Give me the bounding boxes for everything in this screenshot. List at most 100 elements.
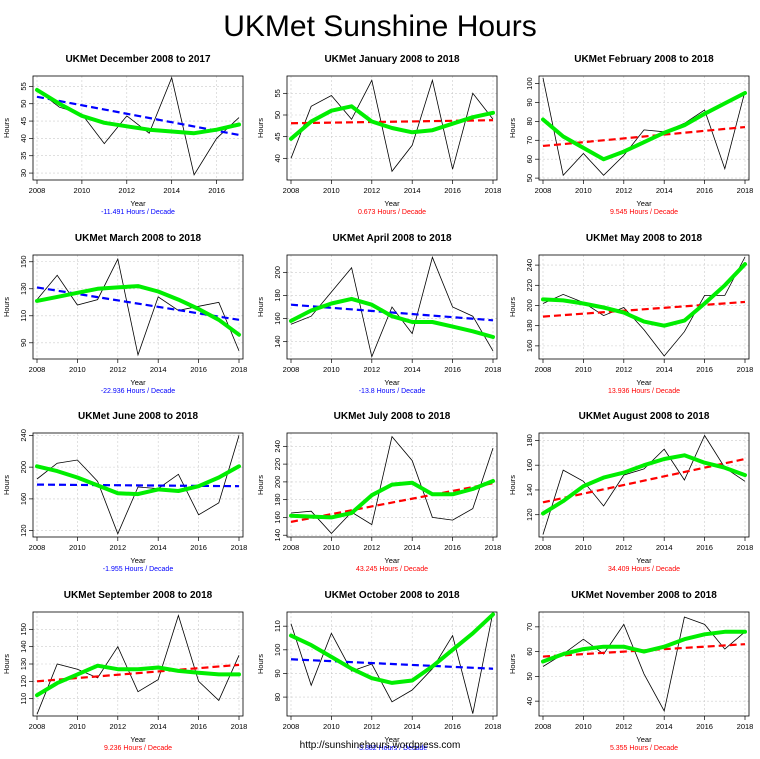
y-axis-label: Hours <box>2 297 11 317</box>
smoothed-line <box>289 612 495 685</box>
x-tick-label: 2008 <box>535 722 552 731</box>
y-tick-label: 60 <box>525 155 534 163</box>
y-tick-label: 180 <box>525 319 534 332</box>
x-tick-label: 2016 <box>444 186 461 195</box>
chart-panel: UKMet April 2008 to 2018 2008 2010 2012 2014… <box>256 233 501 395</box>
x-tick-label: 2016 <box>696 543 713 552</box>
x-tick-label: 2016 <box>696 722 713 731</box>
y-tick-label: 140 <box>273 529 282 542</box>
y-tick-label: 100 <box>525 77 534 90</box>
y-axis-label: Hours <box>508 654 517 674</box>
trend-label: 13.936 Hours / Decade <box>608 388 680 395</box>
y-tick-label: 110 <box>19 310 28 322</box>
y-tick-label: 140 <box>525 484 534 497</box>
plot-series <box>289 78 495 173</box>
y-axis-label: Hours <box>2 654 11 674</box>
y-tick-label: 220 <box>525 279 534 292</box>
x-tick-label: 2008 <box>283 543 300 552</box>
chart-title: UKMet March 2008 to 2018 <box>75 233 202 244</box>
x-tick-label: 2016 <box>696 186 713 195</box>
y-axis-label: Hours <box>508 475 517 495</box>
y-tick-label: 50 <box>19 100 28 108</box>
smoothed-line <box>35 284 241 337</box>
plot-series <box>35 257 241 357</box>
series-line-hours <box>290 435 494 534</box>
y-tick-label: 180 <box>525 434 534 447</box>
x-tick-label: 2016 <box>208 186 225 195</box>
x-axis-label: Year <box>384 199 400 208</box>
x-tick-label: 2010 <box>575 186 592 195</box>
y-axis-label: Hours <box>256 118 265 138</box>
trend-label: -1.955 Hours / Decade <box>103 566 174 573</box>
y-tick-label: 50 <box>273 111 282 119</box>
x-tick-label: 2010 <box>69 543 86 552</box>
y-tick-label: 45 <box>273 132 282 140</box>
x-tick-label: 2016 <box>190 543 207 552</box>
trend-label: 9.545 Hours / Decade <box>610 209 678 216</box>
smoothed-line <box>35 87 241 136</box>
plot-frame <box>286 75 498 181</box>
chart-title: UKMet December 2008 to 2017 <box>65 54 211 65</box>
trend-line <box>542 300 746 318</box>
chart-panel: UKMet November 2008 to 2018 2008 2010 2012 2… <box>508 590 753 752</box>
y-tick-label: 90 <box>525 98 534 106</box>
x-tick-label: 2012 <box>363 186 380 195</box>
x-tick-label: 2010 <box>323 722 340 731</box>
x-axis-label: Year <box>384 556 400 565</box>
x-tick-label: 2012 <box>363 365 380 374</box>
trend-label: -3.882 Hours / Decade <box>357 745 428 752</box>
chart-panel: UKMet September 2008 to 2018 2008 2010 2012… <box>2 590 247 752</box>
plot-series <box>289 612 495 714</box>
y-tick-label: 60 <box>525 647 534 655</box>
chart-panel: UKMet January 2008 to 2018 2008 2010 2012 20… <box>256 54 501 216</box>
x-tick-label: 2018 <box>737 543 754 552</box>
y-tick-label: 70 <box>525 623 534 631</box>
trend-label: 5.355 Hours / Decade <box>610 745 678 752</box>
x-tick-label: 2018 <box>485 722 502 731</box>
x-axis-label: Year <box>636 735 652 744</box>
x-tick-label: 2008 <box>535 365 552 374</box>
x-tick-label: 2008 <box>283 186 300 195</box>
y-tick-label: 160 <box>273 312 282 325</box>
chart-panel: UKMet June 2008 to 2018 2008 2010 2012 2014 2… <box>2 411 247 573</box>
series-line-hours <box>290 78 494 173</box>
smoothed-line <box>541 262 747 328</box>
y-tick-label: 90 <box>273 669 282 677</box>
page-title: UKMet Sunshine Hours <box>223 10 536 43</box>
series-line-hours <box>290 612 494 714</box>
x-tick-label: 2012 <box>615 722 632 731</box>
y-tick-label: 200 <box>273 476 282 489</box>
y-tick-label: 150 <box>19 255 28 268</box>
plot-series <box>541 434 747 535</box>
chart-panel: UKMet February 2008 to 2018 2008 2010 2012 2… <box>508 54 753 216</box>
x-tick-label: 2016 <box>444 365 461 374</box>
y-tick-label: 220 <box>273 458 282 471</box>
chart-title: UKMet August 2008 to 2018 <box>579 411 710 422</box>
y-tick-label: 80 <box>525 117 534 125</box>
y-tick-label: 30 <box>19 169 28 177</box>
y-tick-label: 150 <box>19 623 28 636</box>
y-axis-label: Hours <box>256 475 265 495</box>
x-tick-label: 2014 <box>150 365 167 374</box>
trend-label: 34.409 Hours / Decade <box>608 566 680 573</box>
x-tick-label: 2012 <box>109 365 126 374</box>
plot-frame <box>286 432 498 538</box>
chart-title: UKMet May 2008 to 2018 <box>586 233 703 244</box>
smoothed-line <box>35 663 241 698</box>
y-tick-label: 180 <box>273 289 282 302</box>
plot-series <box>541 77 747 177</box>
chart-title: UKMet June 2008 to 2018 <box>78 411 198 422</box>
y-tick-label: 120 <box>19 675 28 688</box>
y-tick-label: 240 <box>525 259 534 272</box>
plot-frame <box>32 75 244 181</box>
chart-title: UKMet January 2008 to 2018 <box>324 54 460 65</box>
trend-label: 0.673 Hours / Decade <box>358 209 426 216</box>
y-tick-label: 200 <box>19 461 28 474</box>
x-tick-label: 2016 <box>444 543 461 552</box>
x-tick-label: 2008 <box>535 186 552 195</box>
x-tick-label: 2008 <box>283 365 300 374</box>
series-line-hours <box>36 614 240 715</box>
x-tick-label: 2018 <box>485 543 502 552</box>
trend-line <box>36 95 240 137</box>
